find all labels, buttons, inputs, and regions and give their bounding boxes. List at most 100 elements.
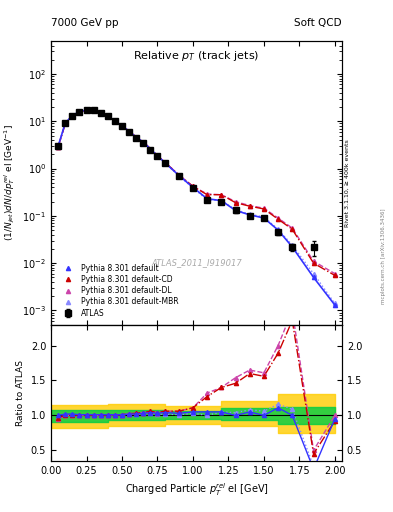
- Pythia 8.301 default-DL: [219, 191, 224, 198]
- Pythia 8.301 default-DL: [148, 145, 153, 152]
- Pythia 8.301 default: [56, 143, 61, 149]
- Pythia 8.301 default-CD: [63, 120, 68, 126]
- Pythia 8.301 default-MBR: [332, 301, 337, 307]
- Pythia 8.301 default-MBR: [127, 129, 132, 135]
- Pythia 8.301 default: [276, 227, 281, 233]
- Pythia 8.301 default-DL: [247, 202, 252, 208]
- Pythia 8.301 default-DL: [84, 108, 89, 114]
- Pythia 8.301 default-MBR: [205, 197, 209, 203]
- Pythia 8.301 default-CD: [112, 118, 117, 124]
- Pythia 8.301 default-MBR: [148, 146, 153, 152]
- Pythia 8.301 default-DL: [176, 172, 181, 178]
- Pythia 8.301 default-CD: [134, 134, 139, 140]
- Pythia 8.301 default-MBR: [70, 113, 75, 119]
- Pythia 8.301 default: [98, 110, 103, 116]
- Pythia 8.301 default: [155, 153, 160, 159]
- Pythia 8.301 default: [91, 107, 96, 113]
- Pythia 8.301 default-CD: [70, 113, 75, 119]
- Line: Pythia 8.301 default-MBR: Pythia 8.301 default-MBR: [56, 109, 337, 306]
- Pythia 8.301 default-MBR: [290, 242, 295, 248]
- Pythia 8.301 default-DL: [105, 113, 110, 119]
- Pythia 8.301 default-CD: [233, 200, 238, 206]
- Pythia 8.301 default-DL: [91, 108, 96, 114]
- Text: Relative $p_T$ (track jets): Relative $p_T$ (track jets): [133, 50, 260, 63]
- Pythia 8.301 default-MBR: [98, 110, 103, 116]
- Line: Pythia 8.301 default: Pythia 8.301 default: [56, 108, 337, 307]
- Pythia 8.301 default-DL: [98, 110, 103, 116]
- Text: Soft QCD: Soft QCD: [294, 18, 342, 28]
- Pythia 8.301 default: [70, 113, 75, 119]
- Pythia 8.301 default-DL: [134, 134, 139, 140]
- Pythia 8.301 default-CD: [276, 216, 281, 222]
- Pythia 8.301 default: [127, 129, 132, 135]
- Pythia 8.301 default-CD: [162, 159, 167, 165]
- Pythia 8.301 default-CD: [176, 172, 181, 178]
- Pythia 8.301 default: [219, 198, 224, 204]
- Pythia 8.301 default: [141, 139, 146, 145]
- Y-axis label: $(1/N_{jet})dN/dp_T^{rel}$ el [GeV$^{-1}$]: $(1/N_{jet})dN/dp_T^{rel}$ el [GeV$^{-1}…: [2, 124, 17, 241]
- Pythia 8.301 default-CD: [141, 139, 146, 145]
- Pythia 8.301 default-MBR: [63, 120, 68, 126]
- Pythia 8.301 default-MBR: [219, 198, 224, 204]
- Pythia 8.301 default-DL: [127, 128, 132, 134]
- Pythia 8.301 default-MBR: [191, 185, 195, 191]
- Pythia 8.301 default: [332, 302, 337, 308]
- Pythia 8.301 default: [119, 122, 124, 129]
- Pythia 8.301 default: [105, 113, 110, 119]
- Pythia 8.301 default-MBR: [119, 123, 124, 129]
- Pythia 8.301 default-DL: [191, 183, 195, 189]
- Pythia 8.301 default-CD: [332, 272, 337, 279]
- Pythia 8.301 default-DL: [261, 205, 266, 211]
- Pythia 8.301 default: [77, 109, 82, 115]
- Pythia 8.301 default-CD: [56, 144, 61, 150]
- Pythia 8.301 default-DL: [276, 215, 281, 221]
- Pythia 8.301 default-CD: [84, 108, 89, 114]
- Pythia 8.301 default: [261, 215, 266, 221]
- Pythia 8.301 default-DL: [311, 258, 316, 264]
- Pythia 8.301 default-DL: [56, 144, 61, 150]
- Y-axis label: Rivet 3.1.10, ≥ 400k events: Rivet 3.1.10, ≥ 400k events: [345, 139, 350, 227]
- Pythia 8.301 default-CD: [205, 191, 209, 198]
- Pythia 8.301 default-DL: [70, 113, 75, 119]
- Pythia 8.301 default: [112, 118, 117, 124]
- Pythia 8.301 default: [290, 244, 295, 250]
- Pythia 8.301 default-DL: [205, 191, 209, 197]
- Line: Pythia 8.301 default-CD: Pythia 8.301 default-CD: [56, 109, 337, 278]
- Pythia 8.301 default-DL: [332, 270, 337, 276]
- Pythia 8.301 default-CD: [155, 153, 160, 159]
- Pythia 8.301 default-MBR: [91, 108, 96, 114]
- X-axis label: Charged Particle $p_T^{rel}$ el [GeV]: Charged Particle $p_T^{rel}$ el [GeV]: [125, 481, 268, 498]
- Pythia 8.301 default-CD: [77, 109, 82, 115]
- Pythia 8.301 default-MBR: [84, 108, 89, 114]
- Pythia 8.301 default-MBR: [112, 118, 117, 124]
- Pythia 8.301 default-MBR: [77, 109, 82, 115]
- Pythia 8.301 default-MBR: [233, 207, 238, 213]
- Pythia 8.301 default-CD: [311, 260, 316, 266]
- Pythia 8.301 default-MBR: [276, 226, 281, 232]
- Pythia 8.301 default: [134, 134, 139, 140]
- Pythia 8.301 default-CD: [247, 203, 252, 209]
- Pythia 8.301 default-MBR: [176, 173, 181, 179]
- Legend: Pythia 8.301 default, Pythia 8.301 default-CD, Pythia 8.301 default-DL, Pythia 8: Pythia 8.301 default, Pythia 8.301 defau…: [55, 261, 182, 321]
- Pythia 8.301 default-CD: [191, 183, 195, 189]
- Pythia 8.301 default-DL: [155, 153, 160, 159]
- Pythia 8.301 default-DL: [233, 199, 238, 205]
- Pythia 8.301 default-MBR: [261, 214, 266, 220]
- Pythia 8.301 default-CD: [219, 191, 224, 198]
- Text: ATLAS_2011_I919017: ATLAS_2011_I919017: [151, 258, 242, 267]
- Pythia 8.301 default: [191, 184, 195, 190]
- Text: mcplots.cern.ch [arXiv:1306.3436]: mcplots.cern.ch [arXiv:1306.3436]: [381, 208, 386, 304]
- Pythia 8.301 default-DL: [141, 139, 146, 145]
- Pythia 8.301 default: [233, 207, 238, 214]
- Pythia 8.301 default-DL: [119, 122, 124, 129]
- Pythia 8.301 default-CD: [261, 206, 266, 212]
- Y-axis label: Ratio to ATLAS: Ratio to ATLAS: [16, 360, 25, 425]
- Pythia 8.301 default-DL: [77, 109, 82, 115]
- Pythia 8.301 default: [311, 274, 316, 281]
- Pythia 8.301 default: [247, 212, 252, 218]
- Pythia 8.301 default-CD: [119, 122, 124, 129]
- Pythia 8.301 default-MBR: [155, 153, 160, 159]
- Pythia 8.301 default-CD: [127, 128, 132, 134]
- Pythia 8.301 default-MBR: [56, 144, 61, 150]
- Pythia 8.301 default: [162, 159, 167, 165]
